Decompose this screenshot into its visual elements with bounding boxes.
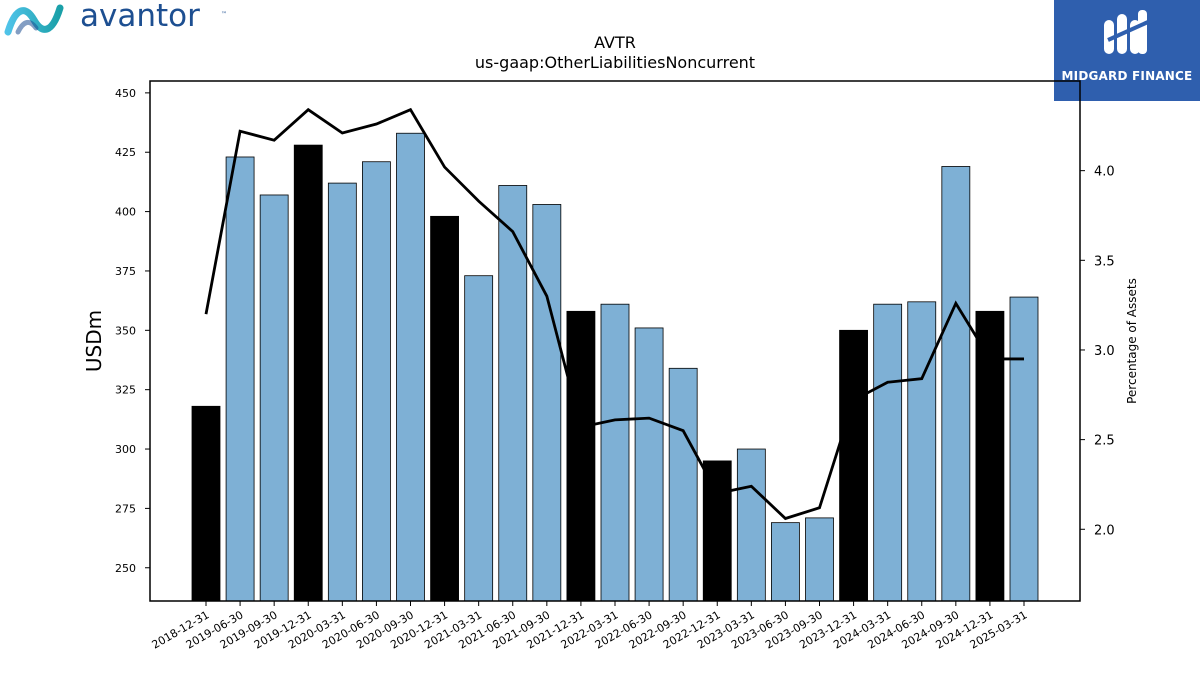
bar <box>566 310 596 602</box>
bar <box>225 156 255 602</box>
midgard-finance-wordmark: MIDGARD FINANCE <box>1061 69 1193 83</box>
x-axis: 2018-12-312019-06-302019-09-302019-12-31… <box>150 601 1030 652</box>
y-tick-label: 350 <box>115 324 136 337</box>
bar <box>736 448 766 602</box>
bar <box>362 161 391 602</box>
y-tick-label: 375 <box>115 265 136 278</box>
bar <box>805 517 834 602</box>
bar <box>975 310 1005 602</box>
y2-axis-label: Percentage of Assets <box>1125 278 1139 404</box>
bar <box>702 460 732 602</box>
trademark-symbol: ™ <box>221 11 227 18</box>
avantor-logo: avantor ™ <box>4 0 234 38</box>
y2-tick-label: 3.5 <box>1094 254 1115 269</box>
bar <box>532 204 562 602</box>
bar <box>191 405 221 602</box>
bar <box>907 301 937 602</box>
y2-tick-label: 2.0 <box>1094 523 1115 538</box>
y-tick-label: 275 <box>115 502 136 515</box>
bar <box>1009 296 1039 602</box>
line-series <box>204 107 1025 521</box>
y-tick-label: 400 <box>115 206 136 219</box>
y2-tick-label: 3.0 <box>1094 344 1115 359</box>
y-tick-label: 450 <box>115 87 136 100</box>
y-tick-label: 250 <box>115 562 136 575</box>
bar <box>941 166 971 602</box>
bar <box>634 327 664 602</box>
bar <box>839 329 868 602</box>
bar <box>668 367 698 602</box>
chart-subtitle: us-gaap:OtherLiabilitiesNoncurrent <box>475 53 755 72</box>
y-axis-right: 2.0 2.5 3.0 3.5 4.0 <box>1080 165 1115 538</box>
bar <box>464 275 494 602</box>
bar <box>293 144 323 602</box>
avantor-logo-mark <box>4 4 64 36</box>
bar <box>327 182 357 602</box>
y2-tick-label: 4.0 <box>1094 165 1115 180</box>
y-tick-label: 300 <box>115 443 136 456</box>
midgard-logo-mark <box>1104 10 1149 54</box>
chart-title: AVTR <box>594 33 636 52</box>
bar <box>600 303 630 602</box>
bar <box>498 185 528 602</box>
bar <box>259 194 289 602</box>
bar <box>771 522 800 602</box>
y2-tick-label: 2.5 <box>1094 434 1115 449</box>
y-axis-label: USDm <box>82 310 106 372</box>
bar <box>873 303 903 602</box>
y-axis-left: 250 275 300 325 350 375 400 425 450 <box>115 87 150 575</box>
bar-series <box>191 132 1039 602</box>
y-tick-label: 425 <box>115 146 136 159</box>
bar <box>430 215 459 602</box>
y-tick-label: 325 <box>115 384 136 397</box>
midgard-finance-logo: MIDGARD FINANCE <box>1054 0 1200 101</box>
avantor-wordmark: avantor <box>80 0 200 34</box>
bar <box>396 132 425 602</box>
